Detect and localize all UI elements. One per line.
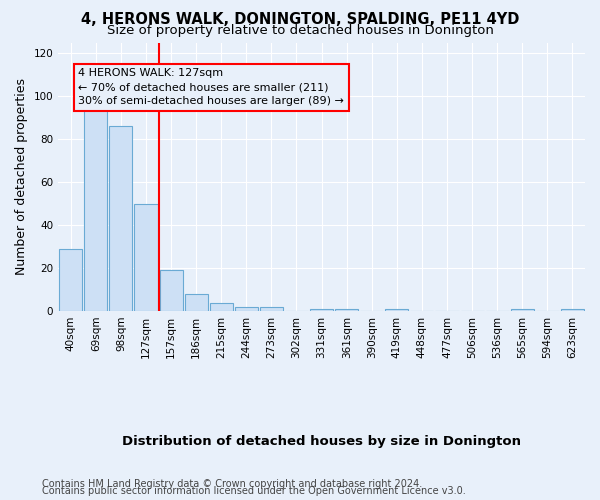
Bar [511,309,534,311]
Bar [160,270,182,311]
Bar [335,309,358,311]
Bar [185,294,208,311]
Bar [385,309,409,311]
Text: Contains public sector information licensed under the Open Government Licence v3: Contains public sector information licen… [42,486,466,496]
Bar [310,309,333,311]
Y-axis label: Number of detached properties: Number of detached properties [15,78,28,276]
Text: 4 HERONS WALK: 127sqm
← 70% of detached houses are smaller (211)
30% of semi-det: 4 HERONS WALK: 127sqm ← 70% of detached … [78,68,344,106]
Bar [209,302,233,311]
Bar [59,249,82,311]
Bar [84,105,107,311]
X-axis label: Distribution of detached houses by size in Donington: Distribution of detached houses by size … [122,434,521,448]
Bar [561,309,584,311]
Text: Size of property relative to detached houses in Donington: Size of property relative to detached ho… [107,24,493,37]
Bar [109,126,133,311]
Bar [235,307,258,311]
Text: 4, HERONS WALK, DONINGTON, SPALDING, PE11 4YD: 4, HERONS WALK, DONINGTON, SPALDING, PE1… [81,12,519,28]
Text: Contains HM Land Registry data © Crown copyright and database right 2024.: Contains HM Land Registry data © Crown c… [42,479,422,489]
Bar [134,204,158,311]
Bar [260,307,283,311]
